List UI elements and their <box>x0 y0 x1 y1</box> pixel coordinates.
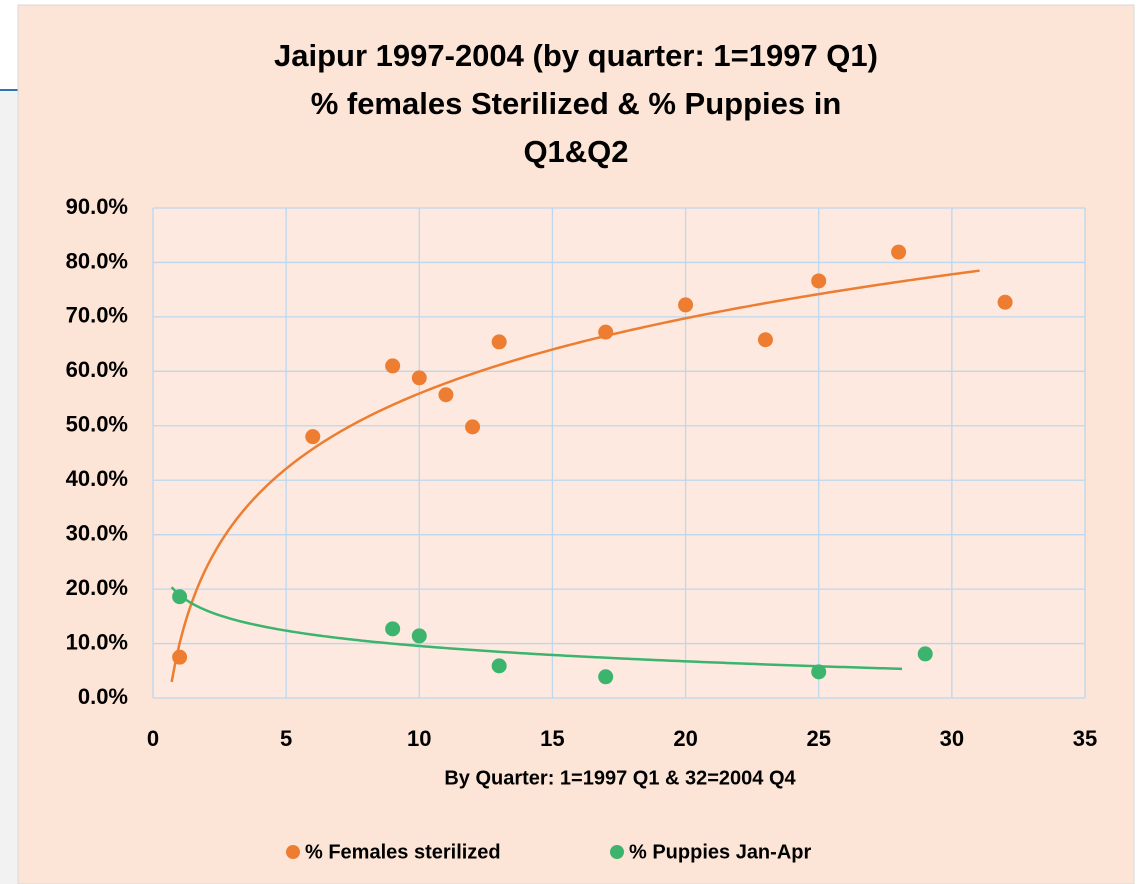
y-tick-label: 10.0% <box>66 629 128 654</box>
point <box>491 334 507 350</box>
legend-marker <box>610 845 624 859</box>
point <box>385 358 401 374</box>
x-tick-label: 25 <box>806 726 830 751</box>
point <box>172 589 188 605</box>
y-tick-label: 60.0% <box>66 357 128 382</box>
point <box>172 649 188 665</box>
y-tick-label: 50.0% <box>66 412 128 437</box>
y-tick-label: 20.0% <box>66 575 128 600</box>
y-tick-label: 40.0% <box>66 466 128 491</box>
chart-title: Jaipur 1997-2004 (by quarter: 1=1997 Q1) <box>274 38 878 73</box>
point <box>305 429 321 445</box>
point <box>438 387 454 403</box>
y-tick-label: 80.0% <box>66 248 128 273</box>
point <box>598 324 614 340</box>
x-tick-label: 30 <box>940 726 964 751</box>
point <box>811 273 827 289</box>
point <box>491 658 507 674</box>
point <box>598 669 614 685</box>
x-tick-label: 10 <box>407 726 431 751</box>
x-tick-label: 15 <box>540 726 564 751</box>
chart-title: % females Sterilized & % Puppies in <box>311 86 842 121</box>
legend-marker <box>286 845 300 859</box>
x-tick-label: 0 <box>147 726 159 751</box>
plot-area <box>153 208 1085 698</box>
y-tick-label: 90.0% <box>66 194 128 219</box>
point <box>411 370 427 386</box>
trendline <box>170 269 980 683</box>
point <box>411 628 427 644</box>
chart-title: Q1&Q2 <box>523 134 628 169</box>
x-tick-label: 5 <box>280 726 292 751</box>
point <box>757 332 773 348</box>
x-tick-label: 35 <box>1073 726 1097 751</box>
trendline <box>170 586 903 671</box>
point <box>997 294 1013 310</box>
y-tick-label: 70.0% <box>66 303 128 328</box>
point <box>465 419 481 435</box>
point <box>385 621 401 637</box>
x-tick-label: 20 <box>673 726 697 751</box>
x-axis-title: By Quarter: 1=1997 Q1 & 32=2004 Q4 <box>444 767 796 789</box>
side-panel <box>0 90 18 884</box>
point <box>917 646 933 662</box>
legend-label: % Puppies Jan-Apr <box>629 841 811 863</box>
point <box>811 664 827 680</box>
y-tick-label: 0.0% <box>78 684 128 709</box>
legend-label: % Females sterilized <box>305 841 501 863</box>
point <box>891 244 907 260</box>
point <box>678 297 694 313</box>
y-tick-label: 30.0% <box>66 520 128 545</box>
